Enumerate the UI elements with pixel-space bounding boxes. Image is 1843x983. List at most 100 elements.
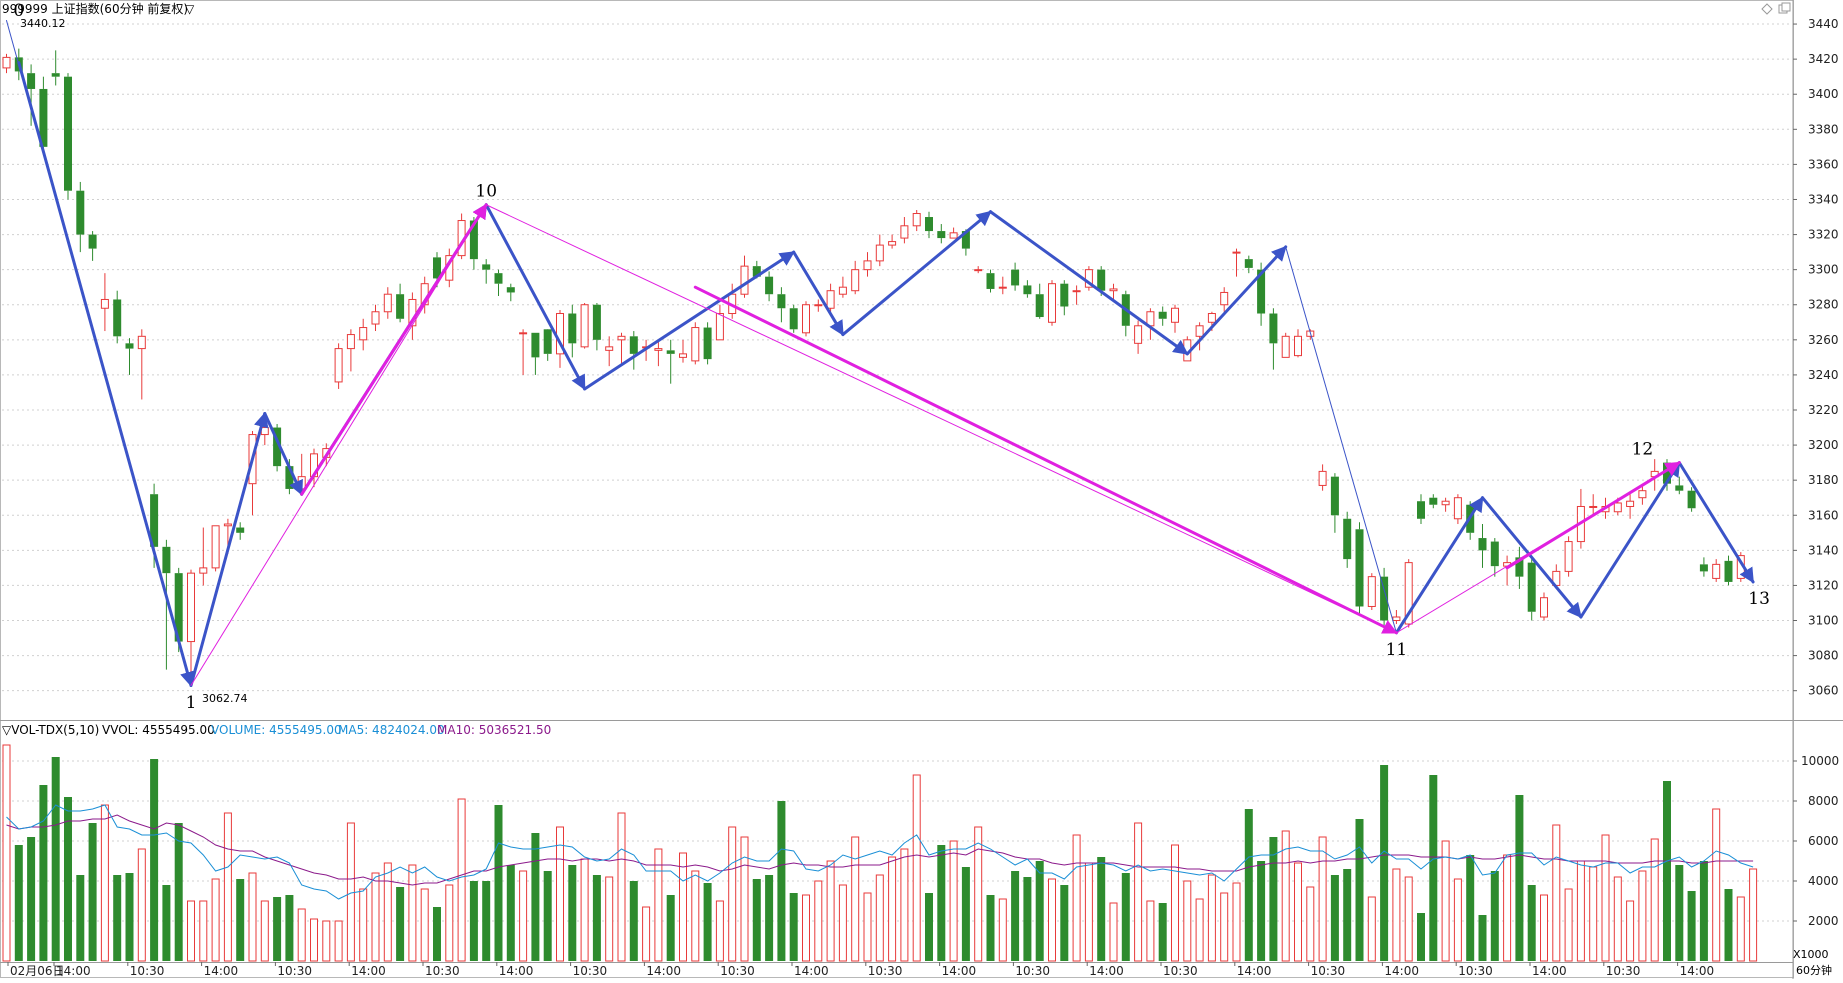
period-label[interactable]: 60分钟 xyxy=(1796,963,1832,977)
volume-bar xyxy=(433,907,441,961)
volume-bar xyxy=(162,885,171,961)
candle xyxy=(974,266,983,274)
candle-body xyxy=(765,276,774,295)
candle xyxy=(236,522,245,540)
candle xyxy=(1294,329,1302,358)
volume-bar xyxy=(187,900,195,962)
volume-bar xyxy=(285,895,294,961)
candle xyxy=(2,53,11,74)
candle-body xyxy=(88,234,97,249)
volume-bar xyxy=(100,804,109,962)
blue-trend-arrow xyxy=(792,250,845,337)
volume-bar xyxy=(888,856,897,962)
candle xyxy=(51,50,60,86)
candle-body xyxy=(506,287,515,293)
candle-body xyxy=(802,304,810,334)
diamond-icon[interactable] xyxy=(1761,3,1773,15)
candle-body xyxy=(1478,538,1487,551)
time-tick-label: 02月06日 xyxy=(10,964,65,978)
candle xyxy=(359,318,368,351)
candle xyxy=(1687,487,1696,512)
title-dropdown-icon[interactable]: ▽ xyxy=(185,2,195,16)
candle-body xyxy=(789,308,798,330)
volume-tick-label: 6000 xyxy=(1808,834,1839,848)
candle xyxy=(1417,494,1425,525)
candle xyxy=(543,329,552,361)
volume-bar xyxy=(765,875,774,961)
volume-bar xyxy=(150,759,159,961)
volume-bar xyxy=(937,845,946,961)
volume-bar xyxy=(137,848,146,962)
candle xyxy=(838,276,847,298)
candle-body xyxy=(1232,251,1241,254)
volume-bar xyxy=(1281,830,1290,962)
volume-bar xyxy=(580,858,589,962)
price-tick-label: 3420 xyxy=(1808,52,1839,66)
candle-body xyxy=(568,313,577,344)
candle-body xyxy=(900,225,909,239)
volume-bar xyxy=(248,872,257,962)
volume-bar xyxy=(1749,868,1758,962)
vol-vvol: VVOL: 4555495.00 xyxy=(102,723,215,737)
candle-body xyxy=(998,286,1007,289)
candle-body xyxy=(1380,576,1389,621)
volume-bar xyxy=(1146,900,1155,962)
price-tick-label: 3100 xyxy=(1808,614,1839,628)
candle xyxy=(1675,476,1684,495)
blue-trend-arrow xyxy=(17,61,195,687)
volume-bar xyxy=(1503,854,1512,962)
volume-bar xyxy=(617,812,626,962)
volume-bar xyxy=(1232,882,1241,962)
volume-bar xyxy=(961,867,970,961)
volume-bar xyxy=(1109,902,1118,962)
candle-body xyxy=(986,273,995,289)
candle-body xyxy=(187,572,195,643)
candle xyxy=(211,525,220,572)
candle xyxy=(703,322,712,365)
candle-body xyxy=(383,293,392,313)
candle xyxy=(1699,557,1708,577)
volume-bar xyxy=(1220,892,1229,962)
candle xyxy=(740,255,749,298)
candle-body xyxy=(1355,529,1364,607)
volume-bar xyxy=(457,798,466,962)
candle-body xyxy=(346,334,355,350)
candle-body xyxy=(223,523,232,527)
candle xyxy=(1171,304,1179,333)
candle-body xyxy=(64,76,72,191)
blue-trend-arrow xyxy=(1394,496,1484,635)
candle-body xyxy=(1023,285,1032,295)
candle-body xyxy=(875,244,884,262)
volume-bar xyxy=(1650,838,1659,962)
volume-bar xyxy=(322,920,331,962)
candle xyxy=(1257,262,1266,326)
blue-trend-arrow xyxy=(1677,461,1755,584)
volume-tick-label: 2000 xyxy=(1808,914,1839,928)
magenta-trend-arrow xyxy=(693,285,1398,635)
price-tick-label: 3380 xyxy=(1808,122,1839,136)
volume-bar xyxy=(814,880,823,962)
candle-body xyxy=(691,327,700,362)
vol-indicator-name[interactable]: ▽VOL-TDX(5,10) xyxy=(2,723,99,737)
volume-ma-lines xyxy=(6,804,1754,900)
volume-bar xyxy=(838,884,847,962)
candle-body xyxy=(1453,497,1462,520)
candle xyxy=(728,283,737,319)
candle-body xyxy=(740,265,749,295)
candle-body xyxy=(580,304,589,348)
restore-icon[interactable] xyxy=(1778,2,1791,14)
volume-tick-label: 10000 xyxy=(1801,754,1839,768)
candle xyxy=(777,287,786,323)
volume-bar xyxy=(359,888,368,962)
volume-bar xyxy=(1736,896,1745,962)
volume-bar xyxy=(1490,871,1499,961)
volume-bar xyxy=(531,833,540,961)
candle xyxy=(863,252,872,277)
price-tick-label: 3220 xyxy=(1808,403,1839,417)
chart-title[interactable]: 999999 上证指数(60分钟 前复权) xyxy=(2,1,188,16)
candle xyxy=(851,260,860,295)
candle xyxy=(199,527,208,586)
candle-body xyxy=(1687,490,1696,509)
candle-body xyxy=(888,241,897,246)
